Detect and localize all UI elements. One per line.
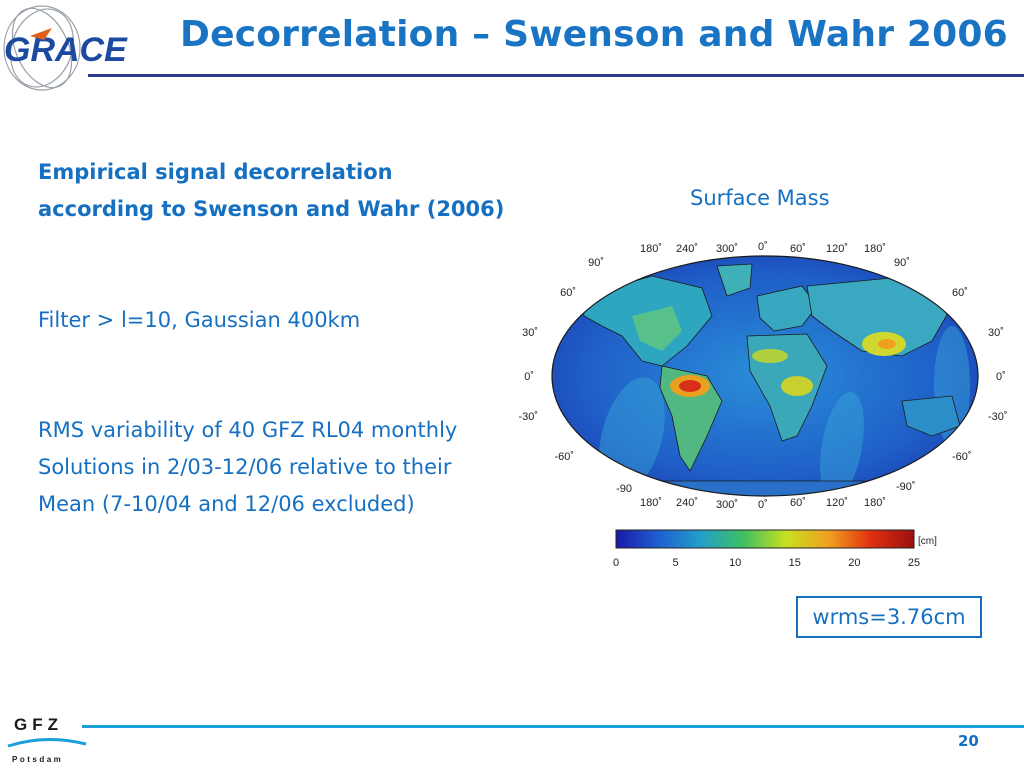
grace-logo-text: GRACE xyxy=(4,31,128,69)
colorbar-tick: 25 xyxy=(908,557,920,569)
lat-label: 30˚ xyxy=(522,327,538,339)
colorbar-tick: 5 xyxy=(673,557,679,569)
lat-label: 60˚ xyxy=(952,287,968,299)
rms-line-1: RMS variability of 40 GFZ RL04 monthly xyxy=(38,418,458,442)
wrms-box: wrms=3.76cm xyxy=(796,596,982,638)
rms-line-3: Mean (7-10/04 and 12/06 excluded) xyxy=(38,492,415,516)
rms-line-2: Solutions in 2/03-12/06 relative to thei… xyxy=(38,455,452,479)
colorbar xyxy=(615,529,915,549)
lon-label: 0˚ xyxy=(758,499,768,511)
gfz-logo-text: GFZ xyxy=(14,715,63,734)
lat-label: 0˚ xyxy=(996,371,1006,383)
lon-label: 180˚ xyxy=(864,243,886,255)
page-number: 20 xyxy=(958,732,979,750)
lon-label: 180˚ xyxy=(640,243,662,255)
map-landmasses xyxy=(552,263,978,496)
lat-label: 0˚ xyxy=(524,371,534,383)
grace-logo: GRACE xyxy=(3,5,128,91)
gfz-logo: GFZ Potsdam xyxy=(7,715,87,764)
lon-label: 120˚ xyxy=(826,497,848,509)
lon-label: 300˚ xyxy=(716,499,738,511)
footer-divider xyxy=(82,725,1024,728)
colorbar-tick: 10 xyxy=(729,557,741,569)
surface-mass-map: 180˚ 240˚ 300˚ 0˚ 60˚ 120˚ 180˚ 180˚ 240… xyxy=(518,241,1008,569)
slide-title: Decorrelation – Swenson and Wahr 2006 xyxy=(180,14,1008,55)
title-divider xyxy=(88,74,1024,77)
lon-label: 60˚ xyxy=(790,497,806,509)
colorbar-ticks: 0 5 10 15 20 25 xyxy=(613,557,920,569)
lat-label: -60˚ xyxy=(952,451,972,463)
lat-label: 60˚ xyxy=(560,287,576,299)
colorbar-tick: 20 xyxy=(848,557,860,569)
map-caption: Surface Mass xyxy=(690,186,830,210)
lon-label: 180˚ xyxy=(864,497,886,509)
lat-label: 30˚ xyxy=(988,327,1004,339)
rms-description: RMS variability of 40 GFZ RL04 monthly S… xyxy=(38,412,498,523)
lat-label: 90˚ xyxy=(588,257,604,269)
lat-labels-left: 90˚ 60˚ 30˚ 0˚ -30˚ -60˚ -90 xyxy=(518,257,632,495)
lon-label: 120˚ xyxy=(826,243,848,255)
filter-text: Filter > l=10, Gaussian 400km xyxy=(38,308,361,332)
lat-label: -60˚ xyxy=(554,451,574,463)
colorbar-unit: [cm] xyxy=(918,536,937,547)
lon-label: 240˚ xyxy=(676,497,698,509)
lon-label: 240˚ xyxy=(676,243,698,255)
colorbar-tick: 0 xyxy=(613,557,619,569)
lon-label: 180˚ xyxy=(640,497,662,509)
lon-labels-bottom: 180˚ 240˚ 300˚ 0˚ 60˚ 120˚ 180˚ xyxy=(640,497,886,511)
map-outline xyxy=(551,255,979,497)
heading-line-1: Empirical signal decorrelation xyxy=(38,160,393,184)
lon-label: 0˚ xyxy=(758,241,768,253)
colorbar-tick: 15 xyxy=(789,557,801,569)
lon-label: 60˚ xyxy=(790,243,806,255)
lon-labels-top: 180˚ 240˚ 300˚ 0˚ 60˚ 120˚ 180˚ xyxy=(640,241,886,255)
lat-labels-right: 90˚ 60˚ 30˚ 0˚ -30˚ -60˚ -90˚ xyxy=(894,257,1008,493)
heading-line-2: according to Swenson and Wahr (2006) xyxy=(38,197,505,221)
lat-label: -30˚ xyxy=(518,411,538,423)
gfz-logo-subtext: Potsdam xyxy=(12,755,63,764)
lon-label: 300˚ xyxy=(716,243,738,255)
lat-label: -90˚ xyxy=(896,481,916,493)
heading-block: Empirical signal decorrelation according… xyxy=(38,154,558,228)
lat-label: -90 xyxy=(616,483,632,495)
lat-label: 90˚ xyxy=(894,257,910,269)
lat-label: -30˚ xyxy=(988,411,1008,423)
